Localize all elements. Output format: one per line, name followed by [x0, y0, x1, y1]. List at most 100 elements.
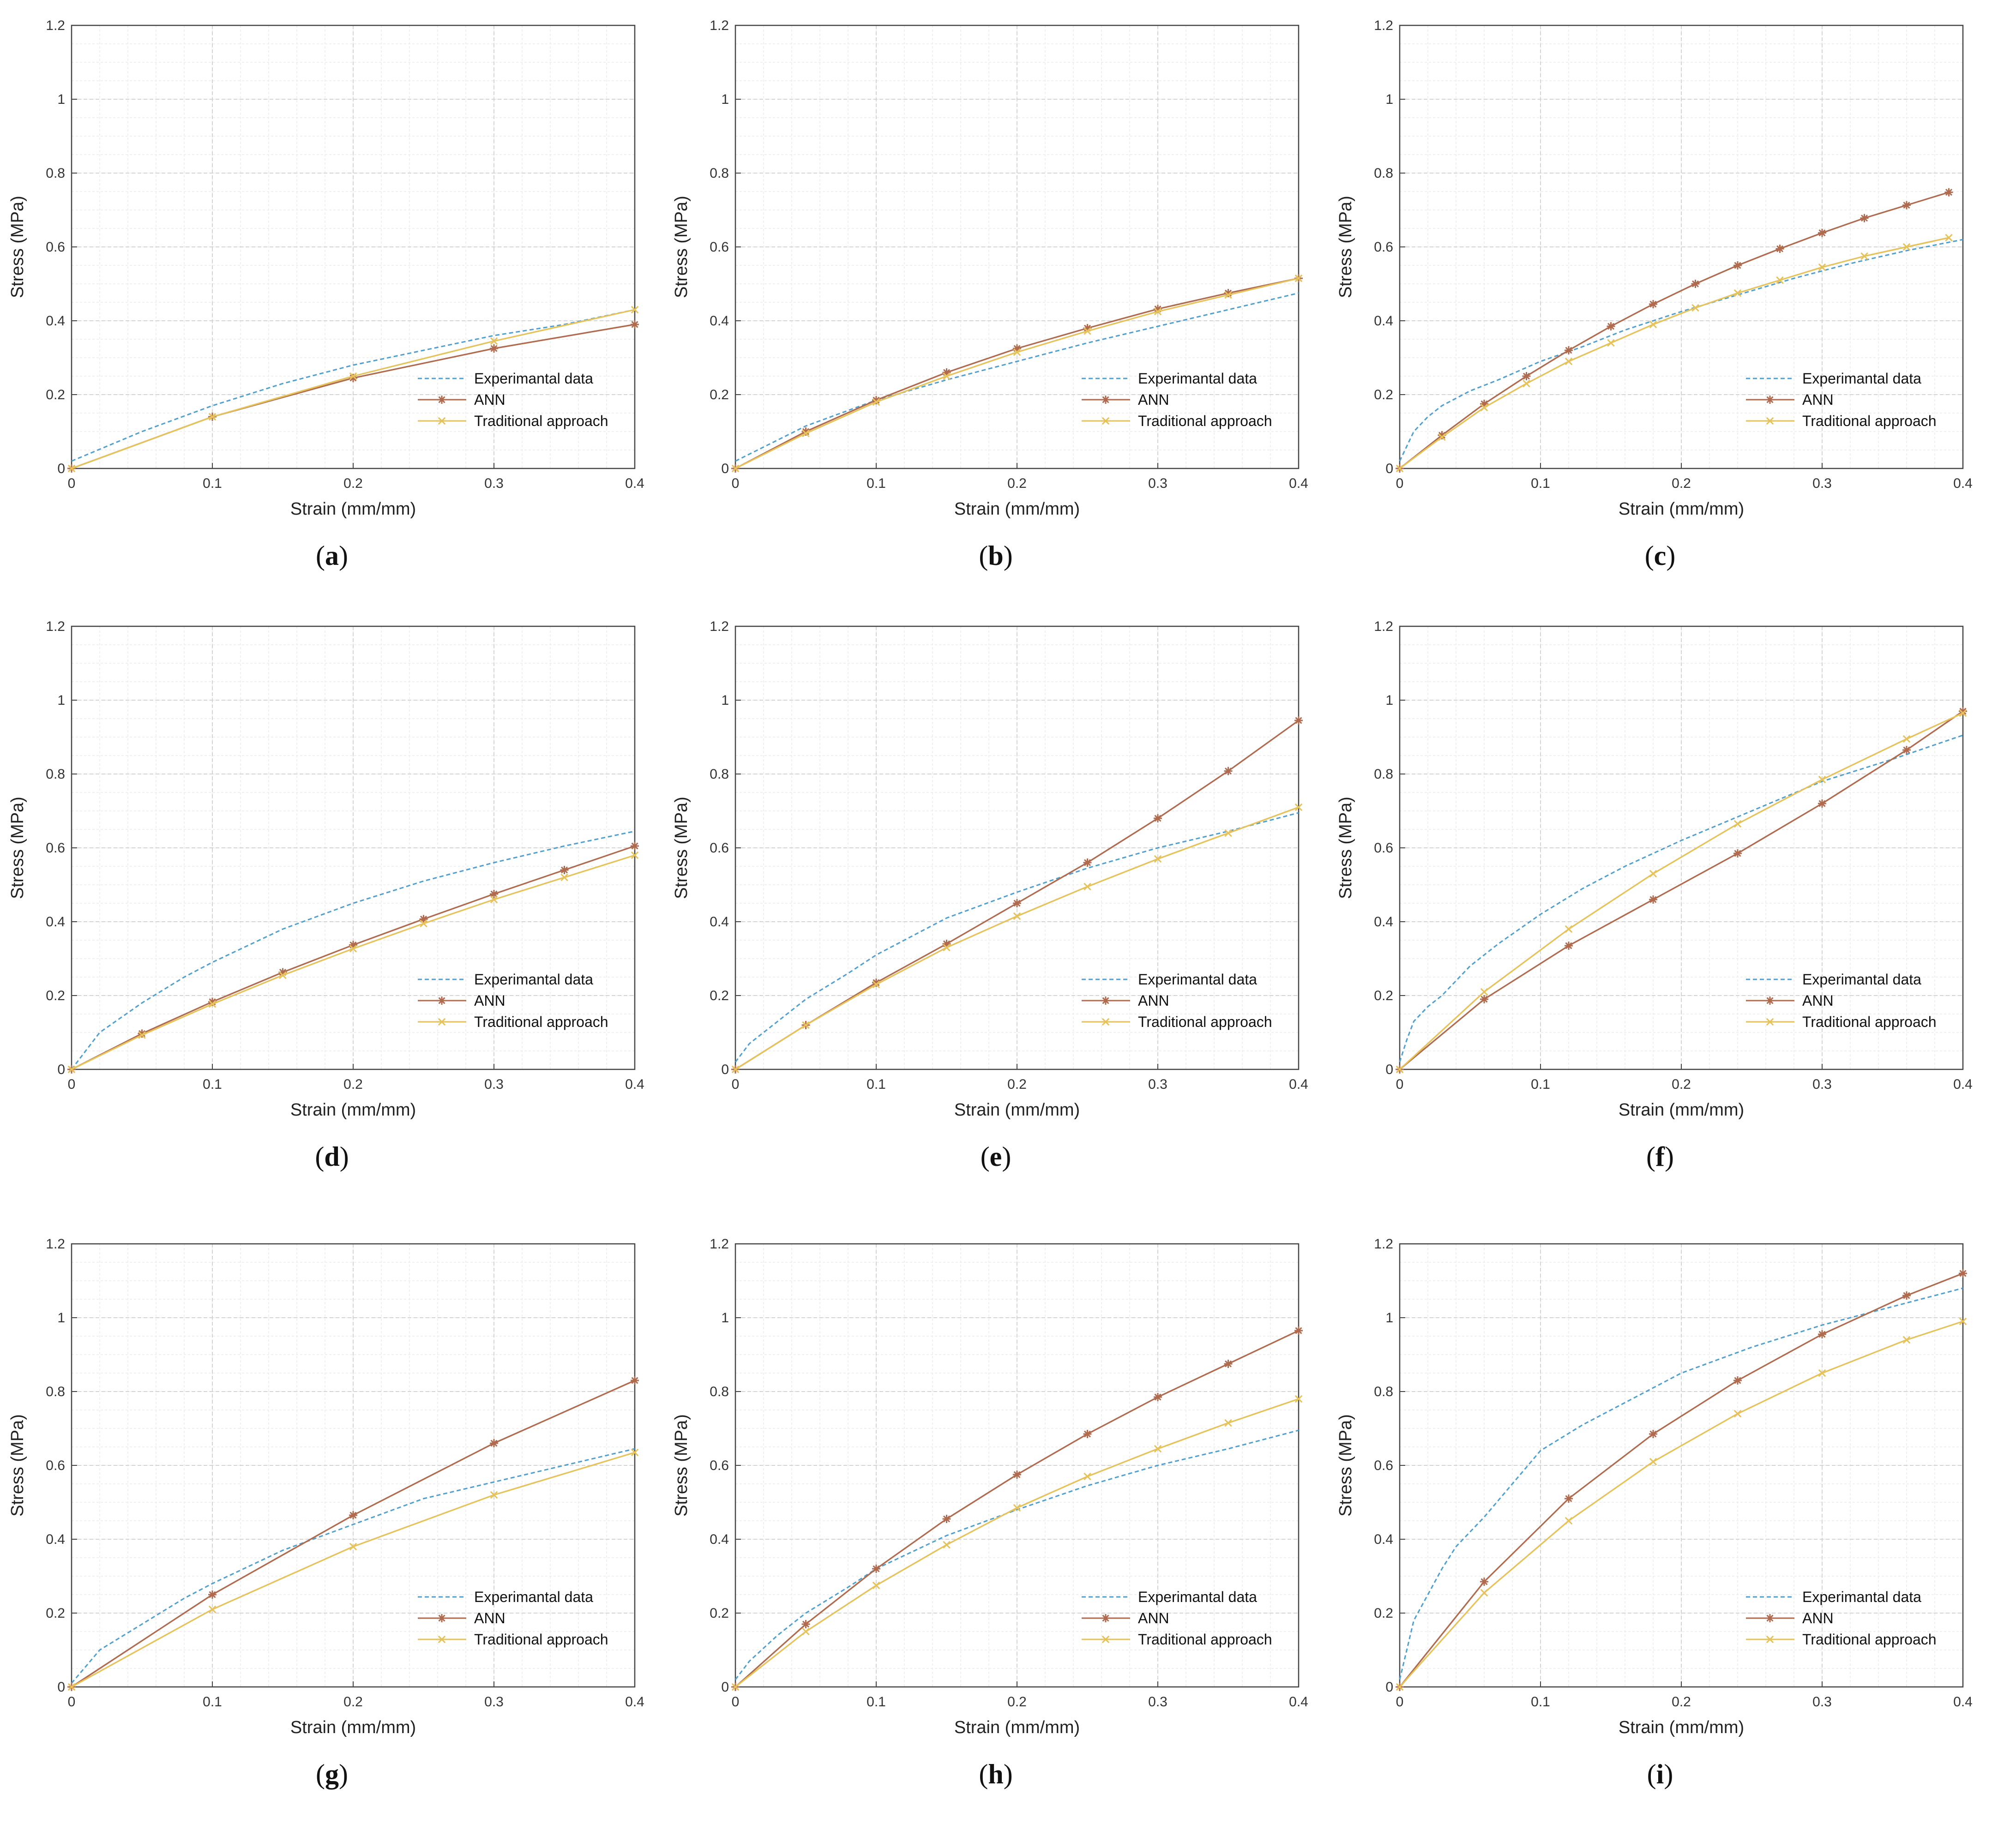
y-tick-label: 1: [1385, 693, 1393, 708]
data-point-traditional-approach: [802, 429, 810, 438]
data-point-ann: [208, 1590, 217, 1599]
series-line-experimantal-data: [1399, 734, 1963, 1062]
data-point-ann: [1154, 814, 1162, 822]
data-point-traditional-approach: [1523, 379, 1530, 388]
data-point-ann: [1083, 858, 1092, 867]
data-point-traditional-approach: [1224, 1419, 1232, 1427]
y-tick-label: 0: [57, 1680, 65, 1695]
chart-panel-b: 0 0.1 0.2 0.3 0.4 0 0.2 0.4 0.6 0.8 1 1.2 Strain (mm…: [664, 0, 1328, 616]
data-point-traditional-approach: [1902, 1336, 1911, 1344]
data-point-traditional-approach: [1691, 304, 1699, 312]
legend-marker: [438, 996, 446, 1005]
x-tick-label: 0.2: [343, 1077, 363, 1092]
data-point-traditional-approach: [1565, 357, 1573, 366]
legend: Experimantal data ANN Traditional approach: [1746, 1589, 1937, 1648]
data-point-traditional-approach: [1733, 1410, 1742, 1418]
data-point-ann: [1565, 1494, 1573, 1503]
x-tick-label: 0: [1396, 1077, 1404, 1092]
data-point-ann: [1818, 799, 1826, 808]
y-axis-label: Stress (MPa): [8, 797, 27, 899]
series-line-ann: [1399, 1272, 1963, 1688]
panel-label-close: ): [1003, 540, 1013, 571]
y-tick-label: 0: [1385, 1062, 1393, 1077]
x-tick-label: 0.4: [1953, 1077, 1973, 1092]
data-point-ann: [490, 890, 498, 898]
y-tick-label: 0.4: [46, 914, 65, 930]
data-point-traditional-approach: [1733, 289, 1742, 297]
y-tick-label: 1: [721, 92, 729, 107]
data-point-ann: [1818, 1330, 1826, 1338]
x-tick-label: 0.1: [1531, 1077, 1550, 1092]
y-tick-label: 0: [1385, 461, 1393, 476]
panel-label-open: (: [1644, 540, 1654, 571]
series-line-experimantal-data: [1399, 1287, 1963, 1680]
data-point-traditional-approach: [943, 1541, 951, 1549]
data-point-ann: [1013, 899, 1021, 907]
y-axis-label: Stress (MPa): [1336, 1414, 1355, 1517]
x-axis-label: Strain (mm/mm): [954, 1718, 1080, 1737]
y-tick-label: 0: [1385, 1680, 1393, 1695]
data-point-ann: [631, 320, 639, 329]
legend-entry: ANN: [474, 391, 506, 408]
panel-label-close: ): [1664, 1759, 1673, 1789]
data-point-traditional-approach: [1480, 1589, 1488, 1597]
data-point-traditional-approach: [1154, 1445, 1162, 1453]
data-point-traditional-approach: [420, 919, 427, 928]
chart-panel-g: 0 0.1 0.2 0.3 0.4 0 0.2 0.4 0.6 0.8 1 1.2 Strain (mm…: [0, 1218, 664, 1834]
legend-entry: ANN: [1138, 1610, 1169, 1626]
x-tick-label: 0.1: [867, 1694, 886, 1710]
data-point-ann: [490, 1439, 498, 1447]
legend-entry: Traditional approach: [1802, 1631, 1937, 1648]
x-axis-label: Strain (mm/mm): [1619, 1100, 1744, 1120]
x-tick-label: 0.4: [1289, 1077, 1308, 1092]
legend-marker: [438, 1614, 446, 1622]
y-tick-label: 1.2: [710, 619, 729, 634]
data-point-traditional-approach: [1902, 243, 1911, 251]
chart-svg: 0 0.1 0.2 0.3 0.4 0 0.2 0.4 0.6 0.8 1 1.2 Strain (mm…: [8, 1236, 644, 1737]
x-tick-label: 0.2: [1672, 476, 1691, 491]
data-point-traditional-approach: [872, 398, 880, 406]
x-tick-label: 0: [732, 1694, 740, 1710]
panel-label-letter: c: [1654, 540, 1667, 571]
legend-marker: [1101, 1635, 1110, 1644]
y-tick-label: 1: [57, 693, 65, 708]
chart-svg: 0 0.1 0.2 0.3 0.4 0 0.2 0.4 0.6 0.8 1 1.2 Strain (mm…: [8, 619, 644, 1120]
data-point-ann: [1649, 895, 1657, 904]
legend-marker: [1101, 1614, 1110, 1622]
panel-label-open: (: [316, 540, 325, 571]
data-point-ann: [490, 344, 498, 353]
x-tick-label: 0.1: [867, 1077, 886, 1092]
panel-label-letter: h: [988, 1759, 1004, 1789]
x-tick-label: 0.1: [867, 476, 886, 491]
data-point-ann: [1013, 1470, 1021, 1479]
series-line-experimantal-data: [71, 309, 635, 462]
legend-entry: Experimantal data: [1802, 1589, 1921, 1605]
y-tick-label: 1.2: [46, 18, 65, 33]
legend-marker: [1766, 417, 1774, 425]
x-axis-label: Strain (mm/mm): [1619, 499, 1744, 519]
panel-label-close: ): [1003, 1759, 1013, 1789]
panel-label: (b): [664, 540, 1328, 572]
data-point-traditional-approach: [490, 895, 498, 904]
y-tick-label: 1.2: [710, 1236, 729, 1252]
x-tick-label: 0: [1396, 1694, 1404, 1710]
data-point-traditional-approach: [349, 1542, 357, 1551]
y-tick-label: 1: [57, 92, 65, 107]
chart-panel-d: 0 0.1 0.2 0.3 0.4 0 0.2 0.4 0.6 0.8 1 1.2 Strain (mm…: [0, 601, 664, 1217]
y-tick-label: 0.4: [46, 1532, 65, 1547]
legend-marker: [1101, 1018, 1110, 1026]
legend-entry: Experimantal data: [1138, 971, 1257, 988]
y-tick-label: 0.8: [710, 1384, 729, 1399]
data-point-traditional-approach: [349, 945, 357, 953]
chart-panel-a: 0 0.1 0.2 0.3 0.4 0 0.2 0.4 0.6 0.8 1 1.2 Strain (mm…: [0, 0, 664, 616]
y-tick-label: 0.8: [46, 1384, 65, 1399]
y-tick-label: 1: [1385, 1310, 1393, 1326]
legend-entry: Traditional approach: [1138, 1014, 1272, 1030]
y-tick-label: 1.2: [1374, 619, 1393, 634]
y-tick-label: 1.2: [1374, 1236, 1393, 1252]
x-tick-label: 0.4: [1289, 476, 1308, 491]
data-point-traditional-approach: [872, 1581, 880, 1590]
data-point-traditional-approach: [631, 1448, 639, 1457]
legend-entry: Experimantal data: [474, 370, 593, 387]
data-point-ann: [1565, 346, 1573, 354]
